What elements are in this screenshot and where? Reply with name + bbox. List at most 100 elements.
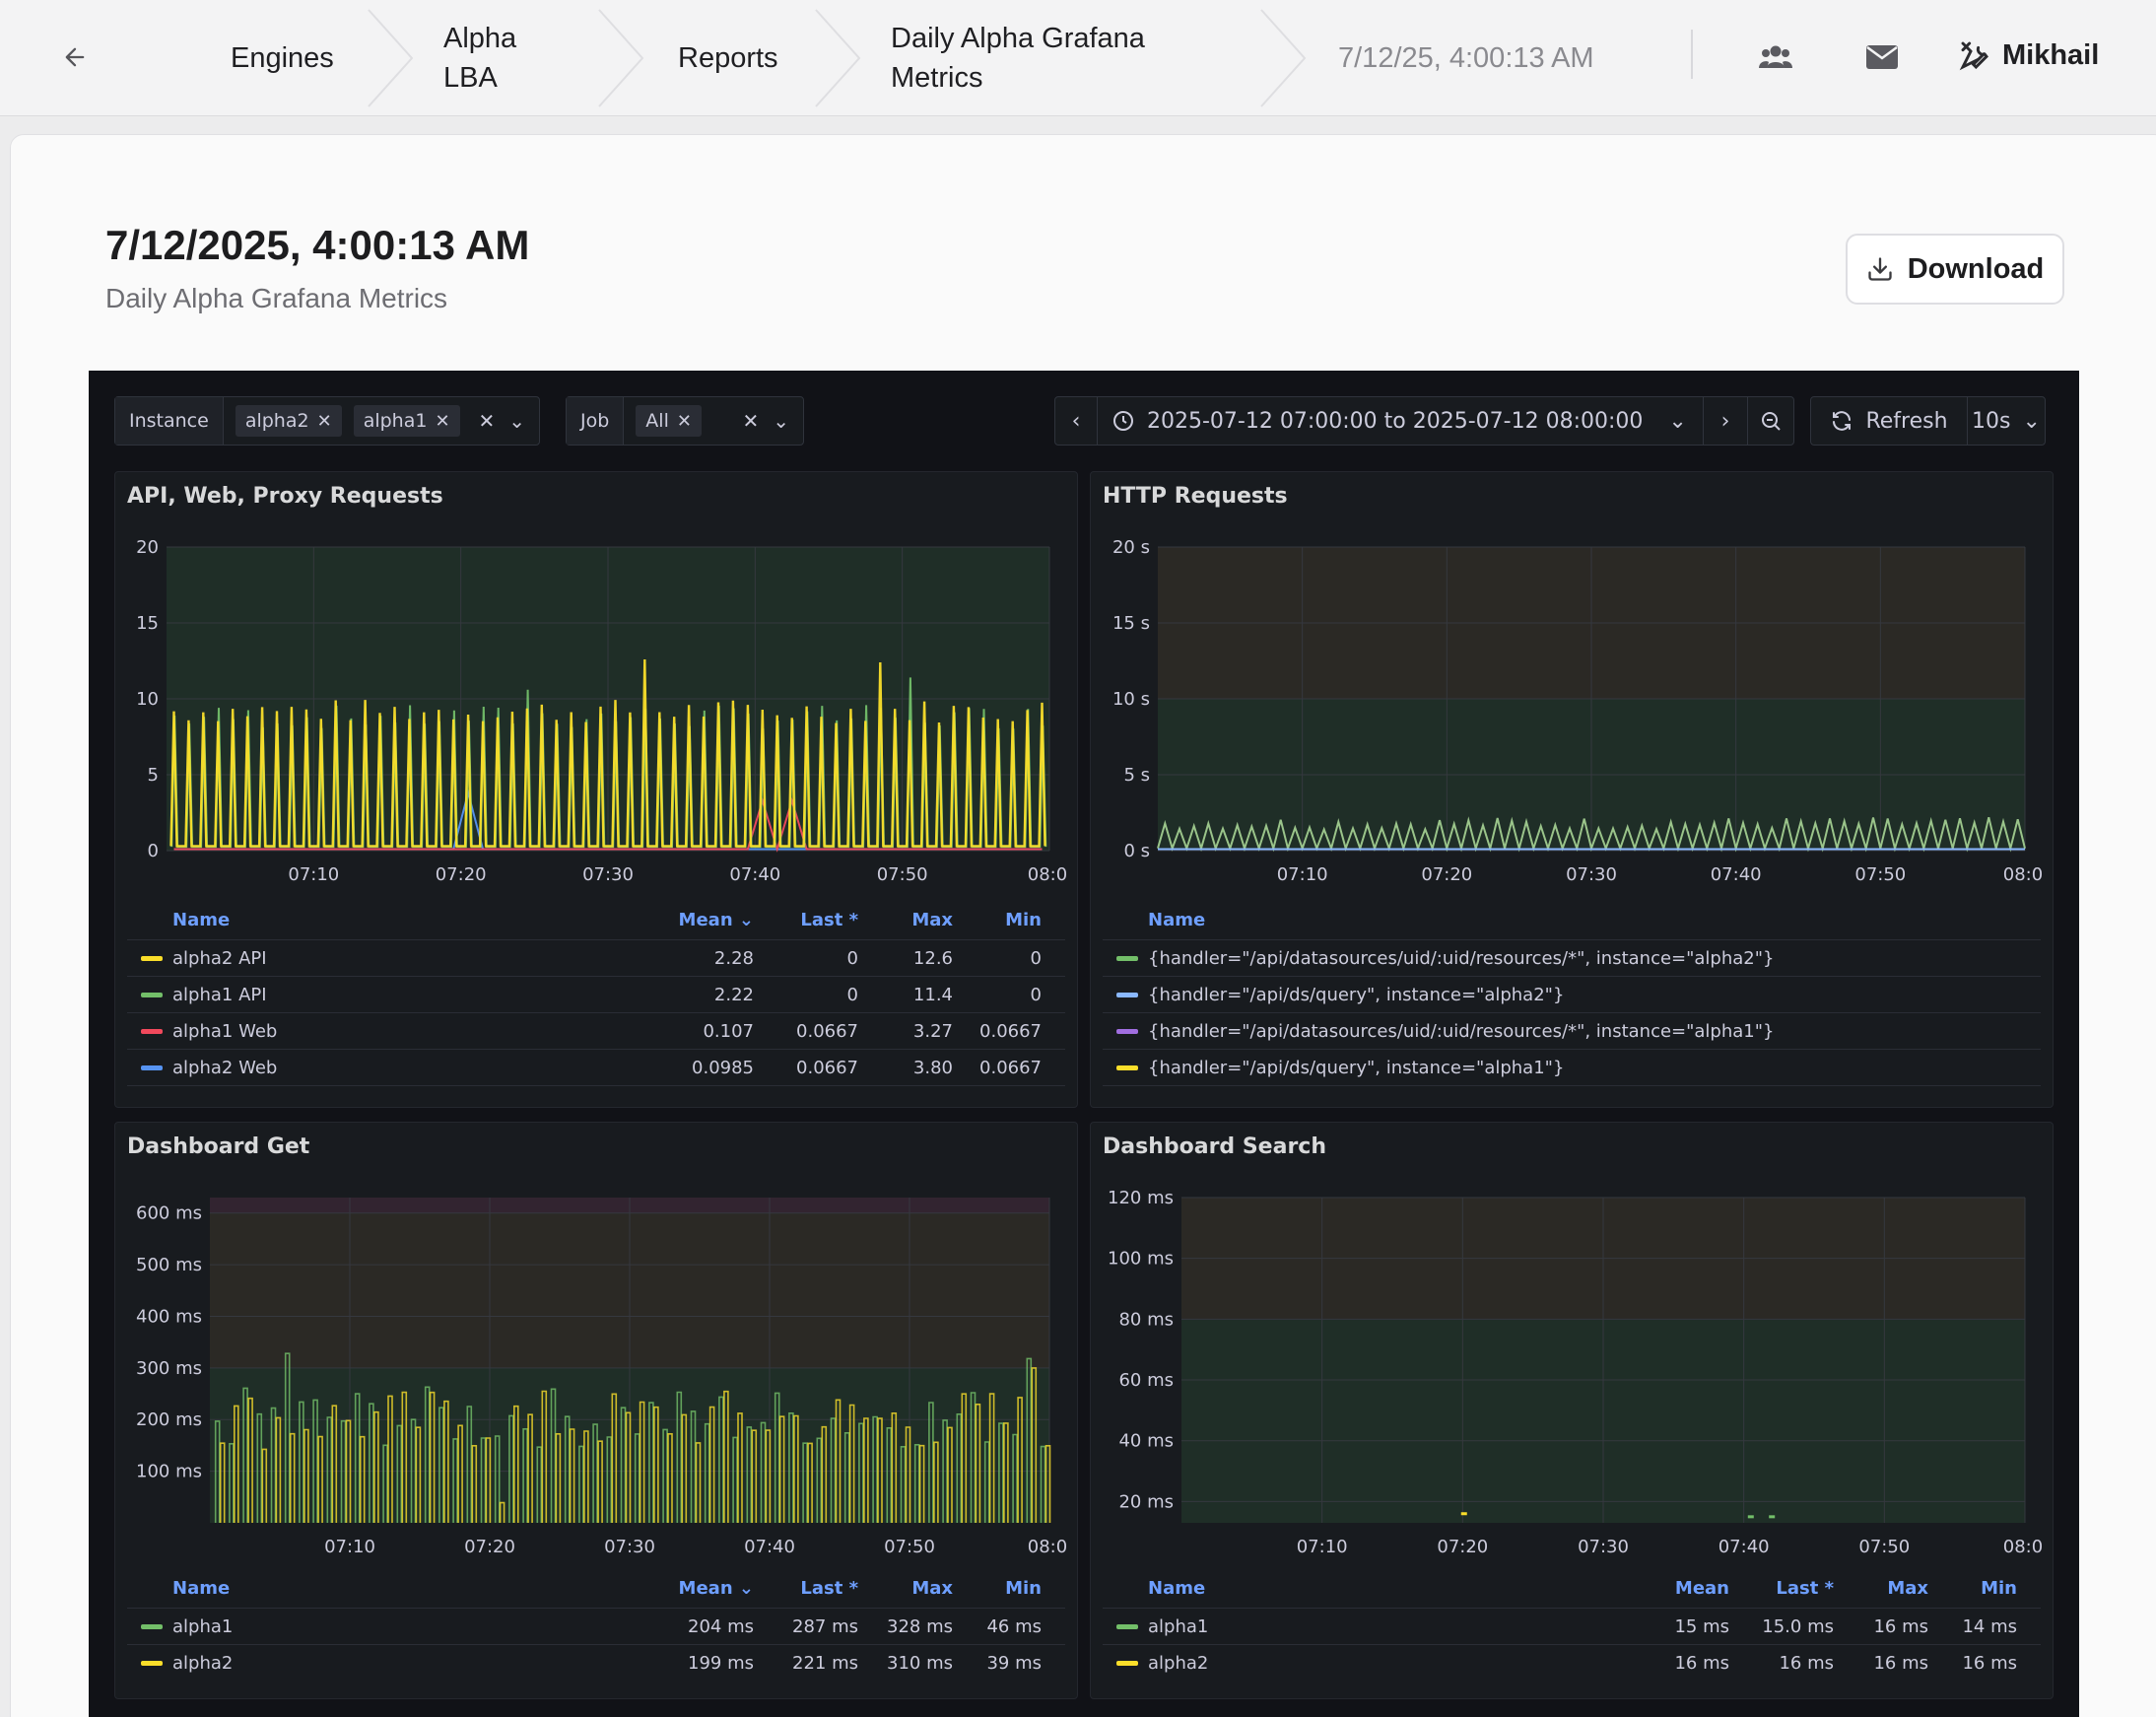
clear-icon[interactable]: ✕ — [742, 409, 760, 433]
team-button[interactable] — [1754, 35, 1797, 79]
instance-chip-alpha2[interactable]: alpha2 ✕ — [235, 405, 342, 437]
x-tick-label: 07:20 — [436, 864, 487, 885]
series-name: alpha2 Web — [172, 1057, 278, 1078]
job-chip-all[interactable]: All ✕ — [636, 405, 702, 437]
timeseries-plot[interactable]: 0 5 10 15 20 07:10 07:20 07:30 07:40 07:50 08:0 — [115, 472, 1078, 906]
time-range-text: 2025-07-12 07:00:00 to 2025-07-12 08:00:… — [1147, 408, 1644, 434]
back-button[interactable] — [51, 34, 99, 81]
series-max: 3.80 — [912, 1057, 953, 1078]
legend-table: Name Mean ⌄ Last * Max Min alpha1 204 ms… — [127, 1578, 1065, 1696]
series-name: alpha2 — [1148, 1652, 1209, 1674]
y-tick-label: 5 s — [1123, 765, 1150, 786]
messages-button[interactable] — [1860, 35, 1904, 79]
x-tick-label: 07:40 — [729, 864, 780, 885]
panel-http-requests: HTTP Requests 0 s 5 s 10 s 15 s 20 s 07:10 07:… — [1090, 471, 2054, 1108]
legend-row[interactable]: alpha1 15 ms 15.0 ms 16 ms 14 ms — [1103, 1608, 2041, 1644]
legend-col-mean[interactable]: Mean ⌄ — [678, 910, 754, 930]
legend-row[interactable]: alpha2 API 2.28 0 12.6 0 — [127, 939, 1065, 976]
legend-row[interactable]: {handler="/api/ds/query", instance="alph… — [1103, 976, 2041, 1012]
timeseries-plot[interactable]: 20 ms 40 ms 60 ms 80 ms 100 ms 120 ms 07:10 07:… — [1091, 1123, 2054, 1574]
legend-col-min[interactable]: Min — [1005, 910, 1042, 930]
instance-variable-label: Instance — [115, 397, 224, 445]
clear-icon[interactable]: ✕ — [478, 409, 496, 433]
legend-col-mean[interactable]: Mean — [1674, 1578, 1729, 1599]
panel-dashboard-search: Dashboard Search 20 ms 40 ms 60 ms 80 ms 100… — [1090, 1122, 2054, 1699]
users-icon — [1759, 45, 1792, 68]
download-button[interactable]: Download — [1846, 234, 2064, 305]
refresh-button[interactable]: Refresh — [1810, 396, 1968, 446]
legend-col-name[interactable]: Name — [1148, 1578, 1206, 1599]
legend-col-mean[interactable]: Mean ⌄ — [678, 1578, 754, 1599]
legend-row[interactable]: alpha2 199 ms 221 ms 310 ms 39 ms — [127, 1644, 1065, 1681]
y-tick-label: 15 — [136, 613, 159, 634]
series-last: 0 — [846, 984, 858, 1005]
panel-title: HTTP Requests — [1103, 484, 1288, 509]
legend-row[interactable]: alpha2 16 ms 16 ms 16 ms 16 ms — [1103, 1644, 2041, 1681]
series-last: 287 ms — [792, 1615, 858, 1637]
legend-row[interactable]: alpha1 API 2.22 0 11.4 0 — [127, 976, 1065, 1012]
legend-col-name[interactable]: Name — [172, 910, 231, 930]
download-icon — [1868, 257, 1892, 281]
y-tick-label: 0 — [148, 841, 159, 861]
time-range-picker[interactable]: 2025-07-12 07:00:00 to 2025-07-12 08:00:… — [1097, 396, 1704, 446]
legend-col-name[interactable]: Name — [172, 1578, 231, 1599]
panel-dashboard-get: Dashboard Get 100 ms 200 ms 300 ms 400 ms 50… — [114, 1122, 1078, 1699]
breadcrumb-alpha-lba[interactable]: Alpha LBA — [443, 23, 517, 94]
zoom-out-button[interactable] — [1747, 396, 1794, 446]
report-title: 7/12/2025, 4:00:13 AM — [105, 222, 530, 268]
breadcrumb-engines[interactable]: Engines — [231, 42, 334, 74]
remove-icon[interactable]: ✕ — [676, 410, 692, 432]
x-tick-label: 07:50 — [1858, 1537, 1910, 1557]
legend-col-last[interactable]: Last * — [800, 910, 858, 930]
series-max: 310 ms — [887, 1652, 953, 1674]
series-last: 0.0667 — [796, 1020, 858, 1042]
series-name: {handler="/api/ds/query", instance="alph… — [1148, 984, 1565, 1005]
job-variable[interactable]: Job All ✕ ✕ ⌄ — [566, 396, 804, 446]
remove-icon[interactable]: ✕ — [435, 410, 450, 432]
timeseries-plot[interactable]: 0 s 5 s 10 s 15 s 20 s 07:10 07:20 07:30 07:40 07… — [1091, 472, 2054, 906]
time-forward-button[interactable]: › — [1703, 396, 1748, 446]
timeseries-plot[interactable]: 100 ms 200 ms 300 ms 400 ms 500 ms 600 ms 07:1… — [115, 1123, 1078, 1574]
legend-row[interactable]: alpha1 Web 0.107 0.0667 3.27 0.0667 — [127, 1012, 1065, 1049]
job-variable-label: Job — [567, 397, 625, 445]
time-back-button[interactable]: ‹ — [1054, 396, 1098, 446]
legend-row-clipped — [1103, 1085, 2041, 1107]
chevron-down-icon[interactable]: ⌄ — [773, 409, 789, 433]
series-last: 221 ms — [792, 1652, 858, 1674]
y-tick-label: 300 ms — [136, 1358, 202, 1379]
remove-icon[interactable]: ✕ — [316, 410, 332, 432]
legend-col-min[interactable]: Min — [1981, 1578, 2017, 1599]
user-menu[interactable]: Mikhail — [1959, 32, 2099, 79]
clock-icon — [1113, 411, 1133, 431]
legend-col-max[interactable]: Max — [1887, 1578, 1928, 1599]
legend-row[interactable]: {handler="/api/datasources/uid/:uid/reso… — [1103, 1012, 2041, 1049]
instance-chip-alpha1[interactable]: alpha1 ✕ — [353, 405, 460, 437]
legend-row[interactable]: {handler="/api/datasources/uid/:uid/reso… — [1103, 939, 2041, 976]
y-tick-label: 500 ms — [136, 1255, 202, 1275]
panel-title: Dashboard Get — [127, 1134, 310, 1159]
legend-row[interactable]: alpha1 204 ms 287 ms 328 ms 46 ms — [127, 1608, 1065, 1644]
breadcrumb-report-name[interactable]: Daily Alpha Grafana Metrics — [891, 23, 1145, 94]
legend-col-max[interactable]: Max — [911, 910, 953, 930]
refresh-interval-select[interactable]: 10s ⌄ — [1967, 396, 2046, 446]
y-tick-label: 120 ms — [1108, 1188, 1174, 1208]
legend-col-min[interactable]: Min — [1005, 1578, 1042, 1599]
breadcrumb-reports[interactable]: Reports — [678, 42, 778, 74]
breadcrumb-current: 7/12/25, 4:00:13 AM — [1338, 42, 1594, 74]
chevron-down-icon[interactable]: ⌄ — [508, 409, 525, 433]
legend-col-name[interactable]: Name — [1148, 910, 1206, 930]
legend-col-mean-label: Mean — [678, 1578, 733, 1599]
legend-col-last[interactable]: Last * — [800, 1578, 858, 1599]
legend-col-last[interactable]: Last * — [1776, 1578, 1834, 1599]
series-swatch — [1116, 1660, 1138, 1666]
legend-row[interactable]: alpha2 Web 0.0985 0.0667 3.80 0.0667 — [127, 1049, 1065, 1085]
series-name: alpha1 Web — [172, 1020, 278, 1042]
legend-header: Name Mean ⌄ Last * Max Min — [127, 910, 1065, 939]
series-mean: 15 ms — [1674, 1615, 1729, 1637]
instance-variable[interactable]: Instance alpha2 ✕ alpha1 ✕ ✕ ⌄ — [114, 396, 540, 446]
panel-api-web-proxy-requests: API, Web, Proxy Requests 0 5 10 15 20 07:10 07… — [114, 471, 1078, 1108]
series-max: 16 ms — [1873, 1652, 1928, 1674]
legend-row[interactable]: {handler="/api/ds/query", instance="alph… — [1103, 1049, 2041, 1085]
series-name: {handler="/api/datasources/uid/:uid/reso… — [1148, 1020, 1775, 1042]
legend-col-max[interactable]: Max — [911, 1578, 953, 1599]
